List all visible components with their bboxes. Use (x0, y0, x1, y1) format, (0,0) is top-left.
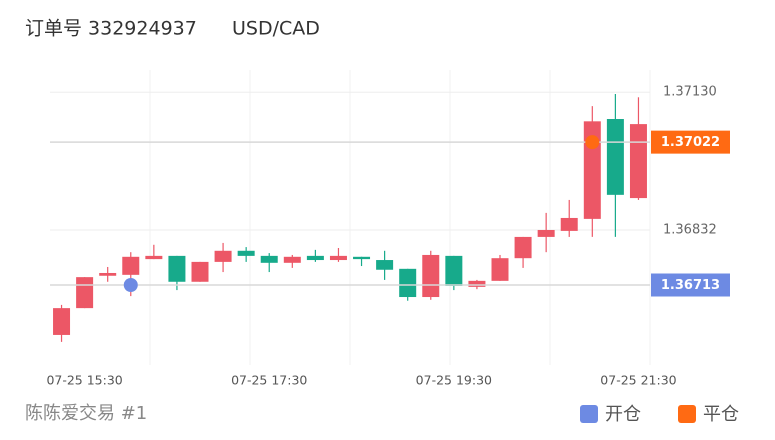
trade-marker (585, 135, 600, 150)
candle-body (99, 272, 117, 276)
author: 陈陈爱交易 #1 (25, 403, 147, 424)
legend-label: 平仓 (703, 404, 739, 425)
candle-body (399, 268, 417, 298)
level-tag-label: 1.37022 (661, 135, 720, 150)
x-tick-label: 07-25 19:30 (416, 373, 492, 388)
legend-label: 开仓 (605, 404, 641, 425)
candle-body (191, 261, 209, 282)
vertical-grid (149, 70, 651, 365)
candle-body (283, 256, 301, 263)
candle-body (445, 255, 463, 286)
candle-body (53, 308, 71, 335)
candle-body (329, 255, 347, 261)
x-tick-label: 07-25 21:30 (600, 373, 676, 388)
level-tag-label: 1.36713 (661, 278, 720, 293)
symbol: USD/CAD (232, 18, 320, 40)
x-tick-label: 07-25 15:30 (46, 373, 122, 388)
candle-body (629, 124, 647, 199)
candle-body (214, 250, 232, 262)
candle-body (237, 250, 255, 256)
candle-body (122, 256, 140, 275)
legend-swatch (580, 405, 598, 423)
trade-marker (123, 278, 138, 293)
y-tick-label: 1.36832 (663, 222, 717, 237)
candle-body (468, 280, 486, 287)
candle-body (491, 258, 509, 281)
candle-body (260, 255, 278, 263)
candle-body (353, 256, 371, 260)
level-tag (651, 273, 730, 297)
candle-body (376, 260, 394, 270)
level-tag (651, 130, 730, 154)
candle-body (606, 119, 624, 195)
candle-body (422, 254, 440, 298)
x-tick-label: 07-25 17:30 (231, 373, 307, 388)
candle-body (537, 229, 555, 237)
candle-body (145, 255, 163, 260)
candle-body (514, 236, 532, 259)
candle-body (560, 217, 578, 231)
order-number: 订单号 332924937 (25, 18, 197, 40)
y-tick-label: 1.37130 (663, 85, 717, 100)
candle-body (306, 255, 324, 261)
candle-body (76, 277, 94, 309)
legend-swatch (678, 405, 696, 423)
candle-body (168, 255, 186, 282)
